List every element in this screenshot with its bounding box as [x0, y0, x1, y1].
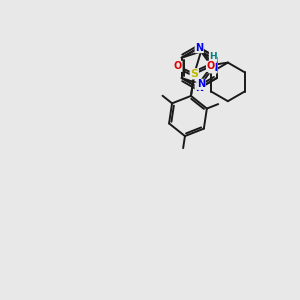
Text: H: H: [209, 52, 217, 62]
Text: S: S: [190, 69, 198, 79]
Text: N: N: [197, 79, 205, 89]
Text: N: N: [195, 43, 203, 52]
Text: N: N: [209, 63, 217, 73]
Text: O: O: [207, 61, 215, 71]
Text: O: O: [174, 61, 182, 71]
Text: N: N: [195, 83, 203, 93]
